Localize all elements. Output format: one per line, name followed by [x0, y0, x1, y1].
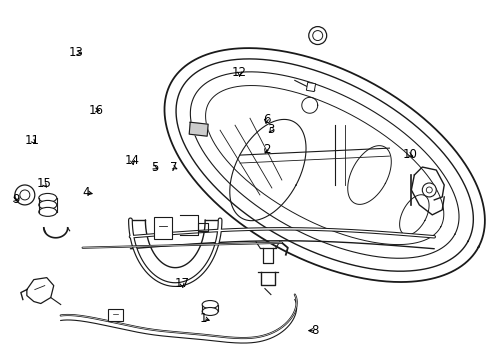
Circle shape	[20, 190, 30, 200]
Text: 9: 9	[12, 193, 19, 206]
Circle shape	[312, 31, 322, 41]
Ellipse shape	[39, 201, 57, 210]
Bar	[306, 82, 315, 91]
Text: 15: 15	[36, 177, 51, 190]
Circle shape	[308, 27, 326, 45]
Text: 13: 13	[69, 46, 84, 59]
Text: 14: 14	[125, 154, 140, 167]
Text: 16: 16	[88, 104, 103, 117]
Text: 12: 12	[232, 66, 246, 79]
Polygon shape	[27, 278, 54, 303]
Text: 11: 11	[25, 134, 40, 147]
Circle shape	[426, 187, 431, 193]
Circle shape	[15, 185, 35, 205]
Ellipse shape	[39, 207, 57, 216]
Ellipse shape	[39, 193, 57, 202]
Circle shape	[422, 183, 435, 197]
Polygon shape	[189, 122, 208, 136]
Ellipse shape	[202, 301, 218, 309]
FancyBboxPatch shape	[108, 309, 122, 321]
Text: 3: 3	[267, 123, 274, 136]
FancyBboxPatch shape	[154, 217, 172, 239]
Text: 8: 8	[311, 324, 318, 337]
Text: 10: 10	[402, 148, 417, 161]
Text: 5: 5	[150, 161, 158, 174]
Text: 17: 17	[174, 278, 189, 291]
Text: 6: 6	[262, 113, 269, 126]
Text: 4: 4	[82, 186, 90, 199]
Text: 7: 7	[170, 161, 177, 174]
Ellipse shape	[202, 307, 218, 315]
Text: 1: 1	[199, 311, 206, 325]
Text: 2: 2	[262, 143, 269, 156]
